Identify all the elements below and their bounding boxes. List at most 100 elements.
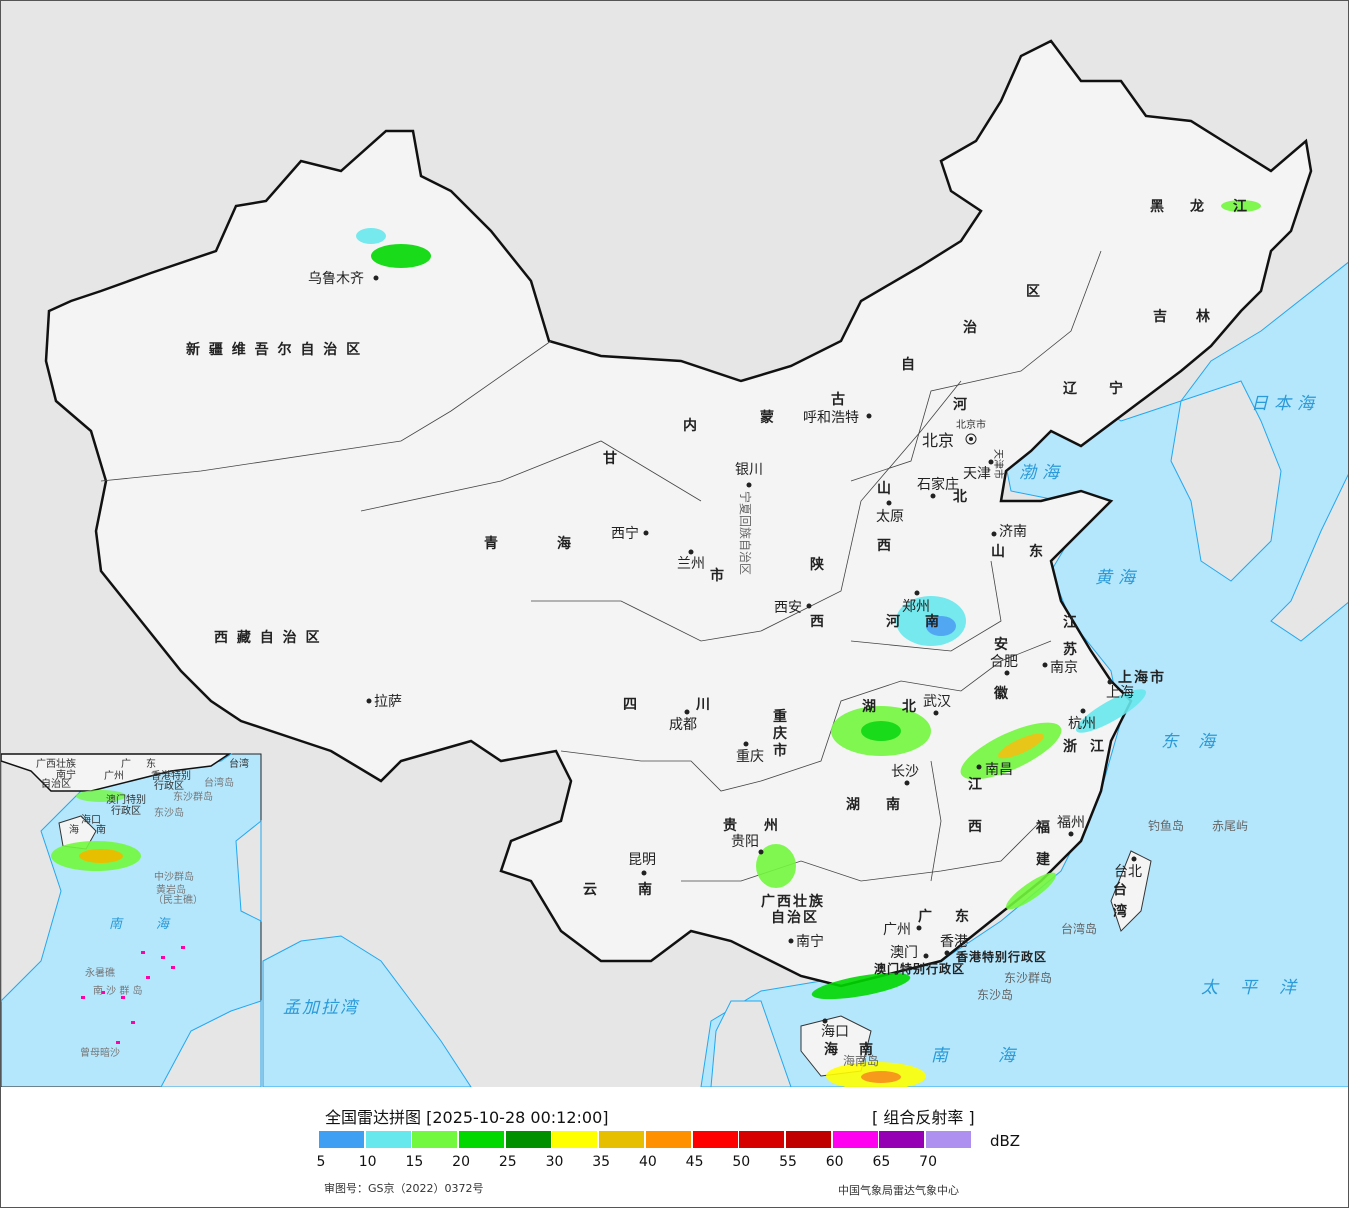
- inset-island: 曾母暗沙: [80, 1046, 120, 1059]
- scale-tick: 10: [358, 1154, 377, 1170]
- scale-tick: 70: [919, 1154, 938, 1170]
- label: 重: [773, 708, 789, 725]
- label: 自治区: [771, 909, 819, 926]
- label-beijing-city: 北京市: [956, 418, 986, 431]
- label: 青: [484, 535, 500, 552]
- label-xizang: 西 藏 自 治 区: [214, 629, 322, 646]
- province-labels: 新 疆 维 吾 尔 自 治 区 西 藏 自 治 区 青 海 甘 内 蒙 古 自 …: [186, 198, 1249, 1058]
- color-swatch: [692, 1131, 738, 1148]
- label: 河: [886, 613, 902, 630]
- city-beijing: 北京: [922, 431, 954, 450]
- label: 市: [773, 742, 789, 759]
- label: 甘: [603, 450, 619, 467]
- label: 治: [963, 319, 979, 336]
- label: 黑: [1150, 199, 1166, 215]
- sea-japan: 日本海: [1251, 394, 1320, 414]
- inset-label: 台湾: [229, 757, 249, 770]
- inset-sea: 海: [156, 917, 175, 932]
- color-swatch: [319, 1131, 364, 1148]
- sea-bohai: 渤海: [1019, 463, 1065, 483]
- label: 云: [583, 882, 599, 898]
- label: 宁: [1109, 380, 1125, 397]
- label: 市: [710, 567, 726, 584]
- label: 南: [886, 796, 902, 813]
- color-swatch: [785, 1131, 831, 1148]
- city-zhengzhou: 郑州: [902, 599, 930, 615]
- city-xining: 西宁: [611, 525, 639, 542]
- city-fuzhou: 福州: [1057, 815, 1085, 831]
- japan-land: [1270, 473, 1348, 642]
- island-dongsha: 东沙岛: [977, 987, 1013, 1002]
- island-taiwan: 台湾岛: [1061, 921, 1097, 936]
- label: 吉: [1153, 308, 1169, 325]
- scale-tick: 65: [872, 1154, 891, 1170]
- city-hongkong: 香港: [940, 934, 968, 950]
- scale-tick: 30: [545, 1154, 564, 1170]
- label: 区: [1026, 284, 1042, 300]
- inset-island: 黄岩岛: [156, 883, 186, 896]
- sea-pacific: 太平洋: [1201, 978, 1318, 998]
- label: 西: [810, 614, 826, 630]
- city-yinchuan: 银川: [735, 462, 763, 478]
- south-china-sea-inset: 广西壮族 南宁 自治区 广 东 广州 香港特别 行政区 澳门特别 行政区 台湾 …: [1, 753, 262, 1087]
- color-swatch: [739, 1131, 785, 1148]
- ocean-bay-of-bengal: [262, 935, 472, 1087]
- label: 内: [683, 417, 699, 434]
- inset-label: 澳门特别: [106, 793, 146, 806]
- inset-label: 南: [96, 823, 106, 836]
- inset-label: 广州: [104, 770, 124, 782]
- label: 南: [638, 881, 654, 898]
- scale-tick: 15: [405, 1154, 424, 1170]
- city-lhasa: 拉萨: [374, 694, 402, 710]
- color-swatch: [412, 1131, 458, 1148]
- color-scale: [319, 1131, 973, 1148]
- scale-tick: 45: [685, 1154, 704, 1170]
- label-hk-sar: 香港特别行政区: [955, 949, 1047, 964]
- label: 广西壮族: [761, 893, 825, 910]
- scale-tick: 40: [638, 1154, 657, 1170]
- inset-label: 海口: [81, 813, 101, 826]
- taiwan-island: [1110, 850, 1152, 932]
- scale-tick: 20: [452, 1154, 471, 1170]
- island-diaoyu: 钓鱼岛: [1148, 818, 1184, 833]
- city-taipei: 台北: [1114, 864, 1142, 880]
- city-changsha: 长沙: [891, 764, 919, 780]
- city-jinan: 济南: [999, 524, 1027, 540]
- city-taiyuan: 太原: [876, 509, 904, 525]
- color-swatch: [365, 1131, 411, 1148]
- city-haikou: 海口: [821, 1024, 849, 1040]
- city-labels: 乌鲁木齐 拉萨 西宁 兰州 银川 呼和浩特 北京 天津 石家庄 太原 济南 郑州…: [308, 271, 1248, 1068]
- label-ningxia: 宁夏回族自治区: [738, 491, 753, 575]
- label: 江: [1090, 738, 1106, 755]
- label: 山: [877, 481, 893, 497]
- label: 陕: [810, 556, 826, 573]
- label: 辽: [1063, 381, 1079, 397]
- label: 建: [1036, 851, 1052, 868]
- inset-label: 海: [69, 823, 79, 836]
- product-type: [ 组合反射率 ]: [872, 1108, 975, 1127]
- label: 东: [955, 908, 971, 925]
- legend-panel: 全国雷达拼图 [2025-10-28 00:12:00] [ 组合反射率 ] d…: [0, 1088, 1349, 1208]
- sea-bay-of-bengal: 孟加拉湾: [283, 998, 360, 1018]
- label: 东: [1029, 543, 1045, 560]
- island-dongsha-group: 东沙群岛: [1004, 970, 1052, 985]
- radar-echoes: [356, 200, 1261, 1087]
- label: 湖: [846, 797, 862, 813]
- label: 徽: [993, 685, 1010, 702]
- city-urumqi: 乌鲁木齐: [308, 271, 364, 287]
- label: 贵: [723, 817, 739, 834]
- scale-tick: 60: [825, 1154, 844, 1170]
- label: 海: [824, 1041, 840, 1058]
- label-tianjin-city: 天津市: [992, 449, 1005, 479]
- label: 江: [1233, 198, 1249, 215]
- inset-label: 行政区: [111, 804, 141, 817]
- label: 庆: [773, 725, 789, 742]
- label: 山: [991, 544, 1007, 560]
- label: 自: [901, 356, 917, 373]
- southeast-asia-land: [710, 1000, 792, 1087]
- sea-yellow: 黄海: [1095, 568, 1141, 588]
- label: 北: [902, 699, 918, 715]
- scale-tick: 25: [498, 1154, 517, 1170]
- inset-island: 永暑礁: [85, 966, 115, 979]
- color-swatch: [459, 1131, 505, 1148]
